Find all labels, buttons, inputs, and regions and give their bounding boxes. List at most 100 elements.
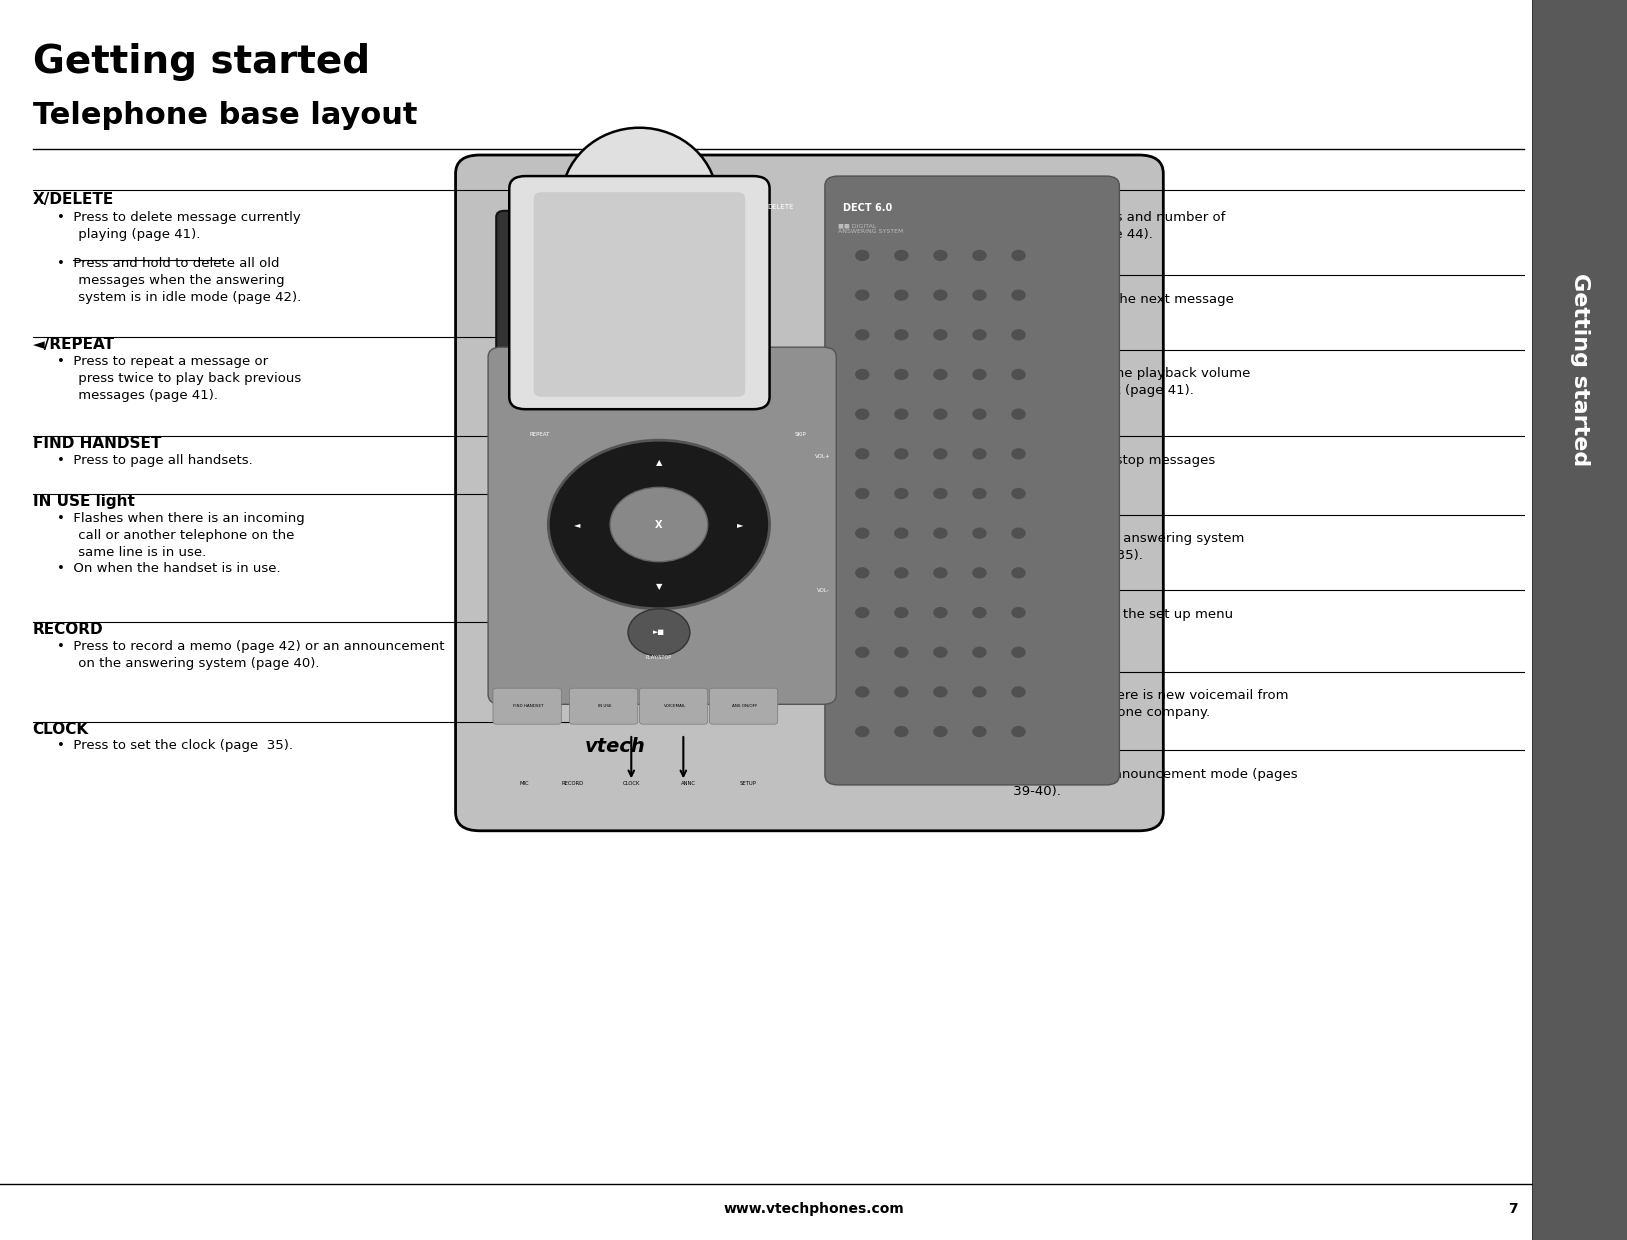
- Text: FIND HANDSET: FIND HANDSET: [33, 436, 161, 451]
- Circle shape: [934, 608, 947, 618]
- FancyBboxPatch shape: [569, 688, 638, 724]
- Circle shape: [1012, 489, 1025, 498]
- Text: MIC: MIC: [519, 781, 529, 786]
- Circle shape: [856, 250, 869, 260]
- Bar: [1533, 0, 1627, 1240]
- Circle shape: [895, 568, 908, 578]
- Text: ►►/SKIP: ►►/SKIP: [968, 275, 1036, 290]
- FancyBboxPatch shape: [534, 192, 745, 397]
- Circle shape: [1012, 370, 1025, 379]
- Circle shape: [1012, 528, 1025, 538]
- Text: •  Press to delete message currently
     playing (page 41).: • Press to delete message currently play…: [57, 211, 301, 241]
- Circle shape: [1012, 687, 1025, 697]
- Circle shape: [856, 409, 869, 419]
- Text: ▲: ▲: [656, 458, 662, 467]
- Text: •  On when the handset is in use.: • On when the handset is in use.: [57, 562, 280, 574]
- Text: CLOCK: CLOCK: [623, 781, 639, 786]
- Circle shape: [895, 250, 908, 260]
- Text: Getting started: Getting started: [1570, 273, 1590, 466]
- Circle shape: [934, 250, 947, 260]
- Circle shape: [1012, 727, 1025, 737]
- FancyBboxPatch shape: [493, 688, 561, 724]
- FancyBboxPatch shape: [488, 347, 836, 704]
- Circle shape: [856, 449, 869, 459]
- FancyBboxPatch shape: [496, 211, 748, 353]
- Text: ▼: ▼: [656, 582, 662, 591]
- Circle shape: [973, 449, 986, 459]
- Text: SET UP: SET UP: [968, 590, 1028, 605]
- Circle shape: [895, 647, 908, 657]
- Circle shape: [895, 727, 908, 737]
- Ellipse shape: [561, 128, 718, 274]
- Circle shape: [934, 568, 947, 578]
- Text: VOL+: VOL+: [815, 454, 831, 459]
- Text: ◄: ◄: [574, 520, 581, 529]
- Text: Message window: Message window: [968, 192, 1114, 207]
- Circle shape: [895, 687, 908, 697]
- Text: •  Press to page all handsets.: • Press to page all handsets.: [57, 454, 252, 466]
- Circle shape: [895, 409, 908, 419]
- Circle shape: [934, 409, 947, 419]
- Text: ANS ON/OFF: ANS ON/OFF: [968, 515, 1074, 529]
- Circle shape: [934, 687, 947, 697]
- Text: PLAY/STOP: PLAY/STOP: [646, 655, 672, 660]
- Text: ◄/REPEAT: ◄/REPEAT: [33, 337, 114, 352]
- Circle shape: [1012, 449, 1025, 459]
- Text: RECORD: RECORD: [561, 781, 584, 786]
- Circle shape: [973, 330, 986, 340]
- Circle shape: [1012, 647, 1025, 657]
- Text: Getting started: Getting started: [33, 42, 369, 81]
- Circle shape: [856, 568, 869, 578]
- Circle shape: [934, 290, 947, 300]
- Text: ANNC: ANNC: [968, 750, 1017, 765]
- Text: •  Press and hold to delete all old
     messages when the answering
     system: • Press and hold to delete all old messa…: [57, 257, 301, 304]
- Circle shape: [856, 370, 869, 379]
- Text: FIND HANDSET: FIND HANDSET: [514, 703, 543, 708]
- Text: •  Flashes when there is new voicemail from
     the local telephone company.: • Flashes when there is new voicemail fr…: [992, 689, 1289, 719]
- Circle shape: [973, 727, 986, 737]
- Circle shape: [973, 647, 986, 657]
- Circle shape: [610, 487, 708, 562]
- Circle shape: [973, 608, 986, 618]
- Text: •  Flashes when there is an incoming
     call or another telephone on the
     : • Flashes when there is an incoming call…: [57, 512, 304, 559]
- Text: www.vtechphones.com: www.vtechphones.com: [722, 1202, 905, 1216]
- Text: IN USE: IN USE: [599, 703, 612, 708]
- Circle shape: [895, 449, 908, 459]
- Circle shape: [973, 568, 986, 578]
- Circle shape: [856, 528, 869, 538]
- Circle shape: [628, 609, 690, 656]
- Text: •  Press to enter announcement mode (pages
     39-40).: • Press to enter announcement mode (page…: [992, 768, 1298, 797]
- Text: ■■ DIGITAL
ANSWERING SYSTEM: ■■ DIGITAL ANSWERING SYSTEM: [838, 223, 903, 234]
- Circle shape: [856, 647, 869, 657]
- Text: X: X: [656, 520, 662, 529]
- Text: RECORD: RECORD: [33, 622, 103, 637]
- Circle shape: [1012, 608, 1025, 618]
- Circle shape: [895, 330, 908, 340]
- Text: Telephone base layout: Telephone base layout: [33, 102, 417, 130]
- Circle shape: [934, 727, 947, 737]
- Circle shape: [1012, 568, 1025, 578]
- FancyBboxPatch shape: [825, 176, 1119, 785]
- Circle shape: [934, 489, 947, 498]
- Text: •  Press to enter to the set up menu
     (pages 36-38).: • Press to enter to the set up menu (pag…: [992, 608, 1233, 637]
- Text: SETUP: SETUP: [740, 781, 757, 786]
- Text: •  Press to turn the answering system
     on or off (page 35).: • Press to turn the answering system on …: [992, 532, 1245, 562]
- Text: •  Press to record a memo (page 42) or an announcement
     on the answering sys: • Press to record a memo (page 42) or an…: [57, 640, 444, 670]
- Circle shape: [895, 528, 908, 538]
- Text: •  Shows the status and number of
     messages (page 44).: • Shows the status and number of message…: [992, 211, 1225, 241]
- Circle shape: [856, 489, 869, 498]
- Text: VOICEMAIL light: VOICEMAIL light: [968, 672, 1106, 687]
- Text: 7: 7: [1508, 1202, 1518, 1216]
- Circle shape: [934, 449, 947, 459]
- Text: vtech: vtech: [584, 737, 646, 756]
- Circle shape: [1012, 330, 1025, 340]
- Circle shape: [973, 290, 986, 300]
- FancyBboxPatch shape: [639, 688, 708, 724]
- Circle shape: [973, 409, 986, 419]
- Circle shape: [548, 440, 770, 609]
- Circle shape: [973, 528, 986, 538]
- Circle shape: [973, 250, 986, 260]
- Text: CLOCK: CLOCK: [33, 722, 88, 737]
- Text: •  Press to repeat a message or
     press twice to play back previous
     mess: • Press to repeat a message or press twi…: [57, 355, 301, 402]
- Circle shape: [934, 528, 947, 538]
